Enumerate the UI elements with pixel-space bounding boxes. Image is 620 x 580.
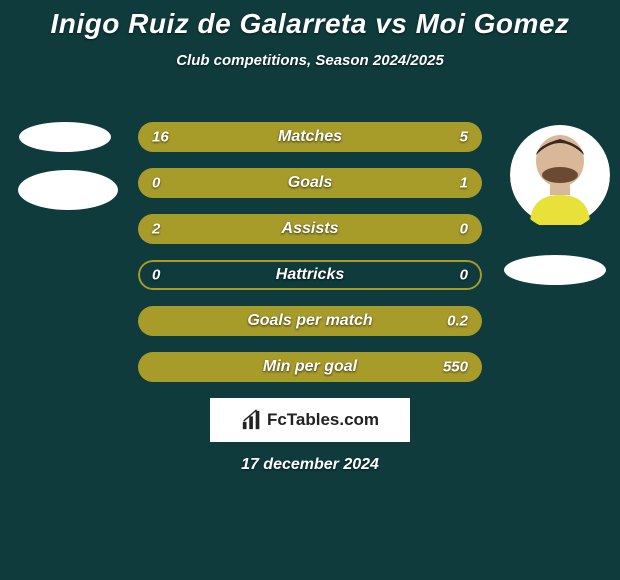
player-right-avatar	[510, 120, 610, 230]
bar-value-left: 16	[152, 129, 169, 146]
bar-value-right: 0.2	[447, 313, 468, 330]
stat-bar: Min per goal 550	[138, 352, 482, 382]
bar-label: Hattricks	[276, 266, 344, 284]
bar-label: Min per goal	[263, 358, 357, 376]
bar-label: Goals per match	[247, 312, 372, 330]
bar-value-left: 0	[152, 267, 160, 284]
fctables-logo: FcTables.com	[210, 398, 410, 442]
bars-icon	[241, 409, 263, 431]
player-right-club-badge	[504, 255, 606, 285]
comparison-infographic: Inigo Ruiz de Galarreta vs Moi Gomez Clu…	[0, 0, 620, 580]
bar-value-right: 0	[460, 267, 468, 284]
bar-fill-right	[399, 122, 482, 152]
bar-value-right: 5	[460, 129, 468, 146]
stat-bar: Matches 16 5	[138, 122, 482, 152]
bar-value-right: 1	[460, 175, 468, 192]
player-left-club-badge	[18, 170, 118, 210]
bar-label: Assists	[282, 220, 339, 238]
bar-value-left: 2	[152, 221, 160, 238]
stat-bars: Matches165Goals01Assists20Hattricks00Goa…	[138, 122, 482, 398]
bar-label: Matches	[278, 128, 342, 146]
bar-fill-left	[138, 122, 399, 152]
subtitle: Club competitions, Season 2024/2025	[0, 52, 620, 69]
bar-value-right: 0	[460, 221, 468, 238]
page-title: Inigo Ruiz de Galarreta vs Moi Gomez	[0, 0, 620, 40]
bar-label: Goals	[288, 174, 332, 192]
logo-text: FcTables.com	[267, 410, 379, 430]
bar-value-right: 550	[443, 359, 468, 376]
stat-bar: Hattricks 0 0	[138, 260, 482, 290]
bar-value-left: 0	[152, 175, 160, 192]
stat-bar: Goals 0 1	[138, 168, 482, 198]
avatar-photo	[510, 120, 610, 230]
infographic-date: 17 december 2024	[241, 456, 379, 474]
stat-bar: Assists 2 0	[138, 214, 482, 244]
stat-bar: Goals per match 0.2	[138, 306, 482, 336]
